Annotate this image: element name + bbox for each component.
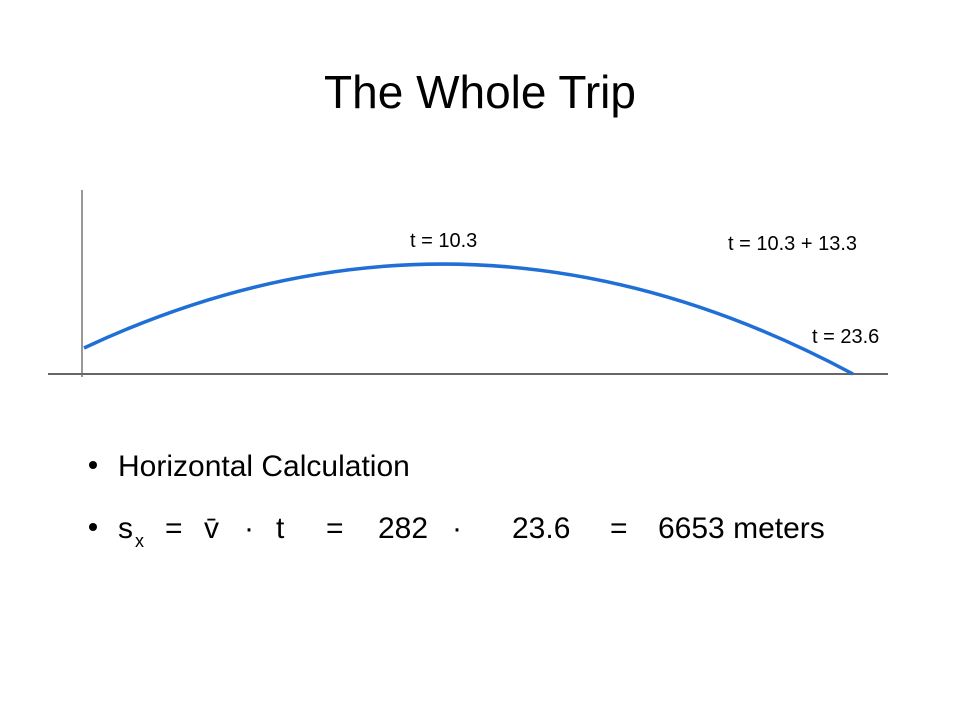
formula-part: s <box>118 512 133 545</box>
formula-part: 282 <box>378 512 428 545</box>
formula-part: 23.6 <box>512 512 570 545</box>
formula-subscript: x <box>135 531 144 551</box>
formula-part: · <box>244 512 254 545</box>
formula-part: v̄ <box>204 512 219 545</box>
trajectory-curve <box>83 262 854 376</box>
bullet-dot <box>89 461 97 469</box>
sum-label: t = 10.3 + 13.3 <box>728 233 857 255</box>
bullet-list: Horizontal Calculation s x = v̄ · t = 28… <box>89 450 825 551</box>
formula-part: = <box>165 512 183 545</box>
formula-part: = <box>610 512 628 545</box>
bullet-text: Horizontal Calculation <box>118 450 410 483</box>
bullet-dot <box>89 523 97 531</box>
formula-part: · <box>452 512 462 545</box>
formula-part: t <box>276 512 285 545</box>
trajectory-figure: t = 10.3 t = 10.3 + 13.3 t = 23.6 <box>48 190 888 377</box>
slide-title: The Whole Trip <box>324 66 636 118</box>
formula-part: 6653 meters <box>658 512 825 545</box>
formula: s x = v̄ · t = 282 · 23.6 = 6653 meters <box>118 512 825 551</box>
landing-label: t = 23.6 <box>812 326 879 348</box>
peak-label: t = 10.3 <box>410 230 477 252</box>
formula-part: = <box>326 512 344 545</box>
